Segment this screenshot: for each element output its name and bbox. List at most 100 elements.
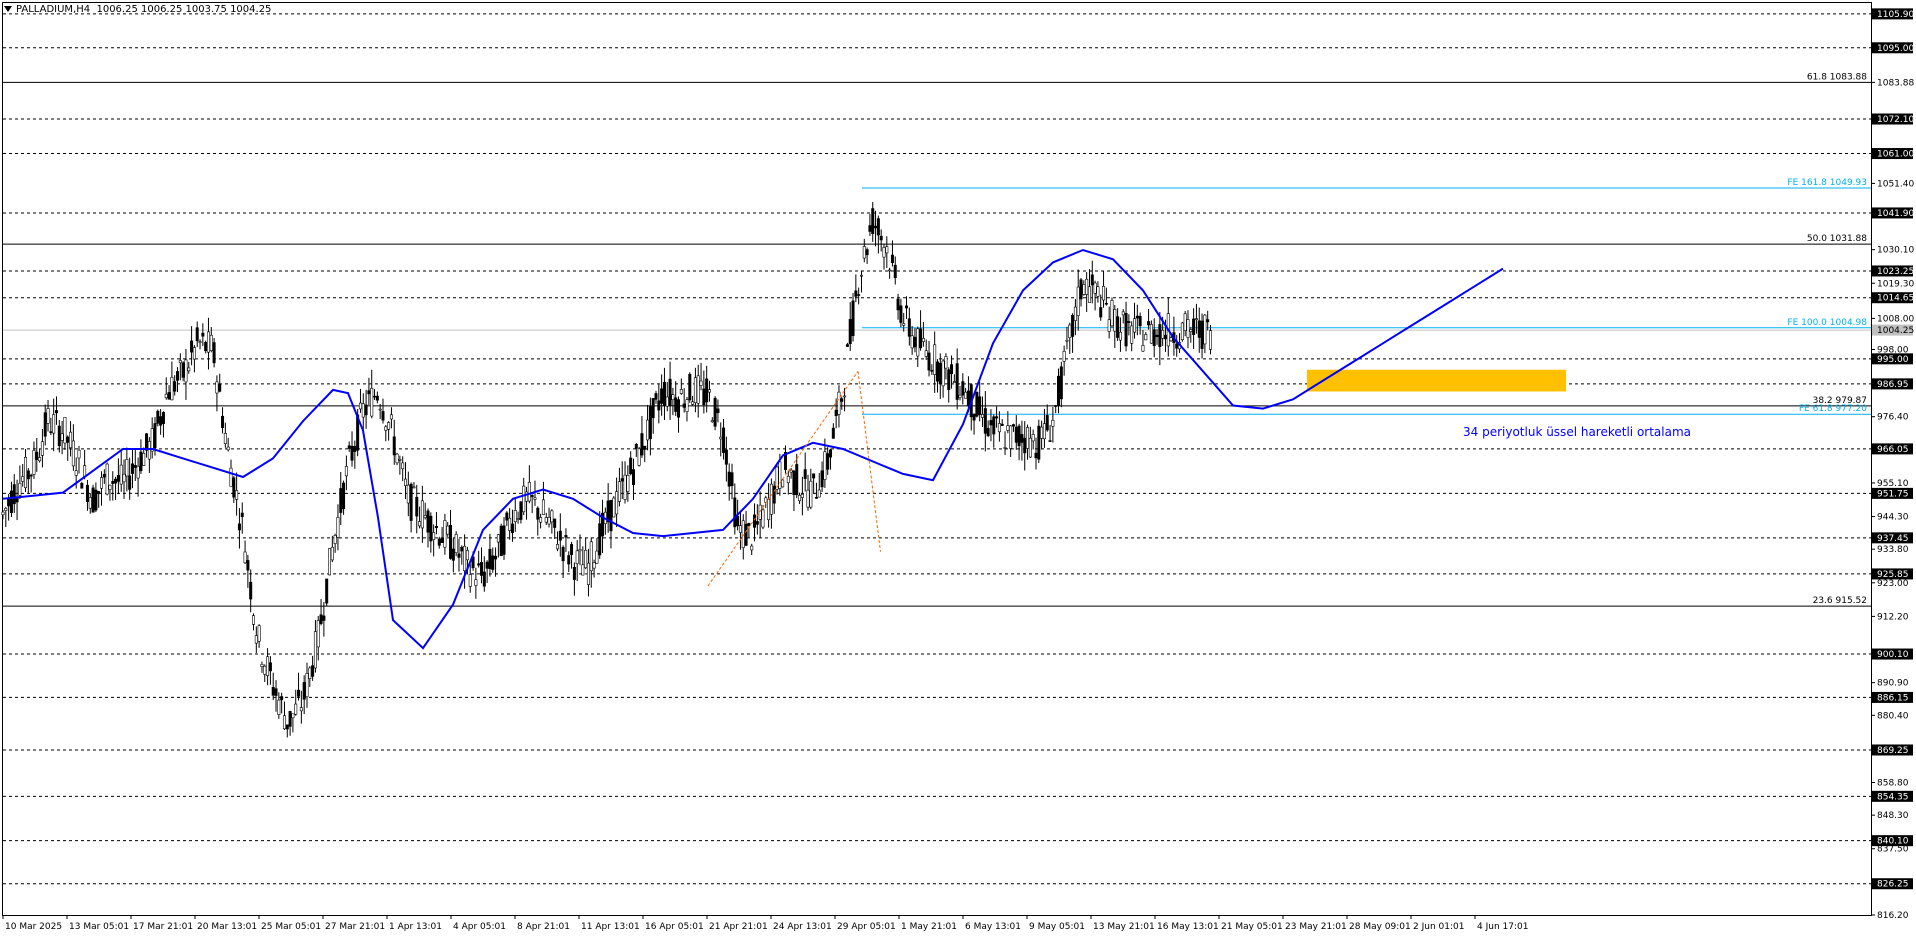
- price-box-label: 995.00: [1877, 355, 1909, 365]
- candle-body: [629, 457, 633, 475]
- candle-body: [57, 425, 61, 447]
- candle-body: [440, 537, 444, 544]
- ema-line: [2, 248, 1504, 650]
- y-tick-label: 1083.88: [1877, 78, 1914, 88]
- candle-body: [69, 431, 73, 448]
- candle-body: [142, 453, 146, 466]
- candle-body: [361, 403, 365, 418]
- candle-body: [792, 470, 796, 495]
- candle-body: [1079, 279, 1083, 300]
- price-box[interactable]: [1872, 835, 1913, 847]
- candle-body: [1189, 329, 1193, 332]
- candle-body: [921, 338, 925, 342]
- price-box[interactable]: [1872, 292, 1913, 304]
- candle-body: [724, 449, 728, 465]
- candle-body: [4, 507, 8, 511]
- candle-body: [94, 489, 98, 511]
- price-box[interactable]: [1872, 568, 1913, 580]
- candle-body: [809, 480, 813, 508]
- time-axis[interactable]: 10 Mar 2025 13 Mar 05:01 17 Mar 21:01 20 Ma…: [2, 915, 1528, 932]
- candle-body: [1152, 329, 1156, 346]
- fib-expansion-label: FE 161.8 1049.93: [1787, 178, 1867, 188]
- candle-body: [184, 359, 188, 383]
- candle-body: [29, 474, 33, 477]
- candle-body: [206, 331, 210, 353]
- price-axis[interactable]: 1095.00 1083.88 1072.10 1061.00 1051.40 1041.…: [1871, 8, 1914, 921]
- candle-body: [297, 689, 301, 697]
- candle-body: [913, 336, 917, 348]
- candle-body: [502, 525, 506, 555]
- candle-body: [311, 665, 315, 677]
- candle-body: [150, 428, 154, 452]
- price-box[interactable]: [1872, 207, 1913, 219]
- candle-body: [353, 446, 357, 452]
- candle-body: [133, 465, 137, 468]
- candle-body: [1161, 329, 1165, 339]
- symbol-name: PALLADIUM,H4: [16, 4, 91, 15]
- candle-body: [1014, 426, 1018, 443]
- candle-body: [871, 208, 875, 234]
- price-box[interactable]: [1872, 113, 1913, 125]
- dropdown-triangle-icon[interactable]: [4, 6, 12, 12]
- price-box[interactable]: [1872, 691, 1913, 703]
- candle-body: [305, 673, 309, 698]
- candle-body: [100, 477, 104, 489]
- candle-body: [328, 548, 332, 576]
- candle-body: [820, 470, 824, 488]
- candle-body: [1113, 309, 1117, 332]
- candle-body: [1127, 321, 1131, 323]
- candle-body: [243, 551, 247, 564]
- candle-body: [412, 486, 416, 489]
- candle-body: [375, 395, 379, 401]
- candle-body: [1037, 425, 1041, 460]
- candle-body: [418, 521, 422, 527]
- price-box[interactable]: [1872, 324, 1913, 336]
- candle-body: [1042, 423, 1046, 440]
- candle-body: [525, 491, 529, 502]
- price-box[interactable]: [1872, 443, 1913, 455]
- price-box[interactable]: [1872, 878, 1913, 890]
- x-tick-label: 9 May 05:01: [1029, 922, 1085, 932]
- candle-body: [834, 409, 838, 416]
- candle-body: [161, 412, 165, 424]
- y-tick-label: 933.80: [1877, 545, 1909, 555]
- price-box[interactable]: [1872, 648, 1913, 660]
- candle-body: [1006, 425, 1010, 431]
- price-box[interactable]: [1872, 265, 1913, 277]
- price-box[interactable]: [1872, 378, 1913, 390]
- price-box[interactable]: [1872, 744, 1913, 756]
- candle-body: [637, 448, 641, 466]
- candle-body: [406, 484, 410, 504]
- price-box[interactable]: [1872, 42, 1913, 54]
- candle-body: [598, 523, 602, 556]
- price-box[interactable]: [1872, 532, 1913, 544]
- candle-body: [1068, 324, 1072, 339]
- x-tick-label: 10 Mar 2025: [5, 922, 62, 932]
- price-box[interactable]: [1872, 8, 1913, 20]
- candle-body: [986, 427, 990, 437]
- price-box[interactable]: [1872, 790, 1913, 802]
- price-box[interactable]: [1872, 353, 1913, 365]
- price-box[interactable]: [1872, 148, 1913, 160]
- candle-body: [91, 487, 95, 513]
- candle-body: [508, 517, 512, 531]
- fib-retracement-label: 23.6 915.52: [1813, 596, 1867, 606]
- candle-body: [111, 480, 115, 484]
- candle-body: [426, 510, 430, 533]
- candle-body: [274, 688, 278, 696]
- candle-body: [122, 473, 126, 483]
- candle-body: [479, 562, 483, 576]
- candle-body: [170, 377, 174, 401]
- price-box[interactable]: [1872, 487, 1913, 499]
- candle-body: [516, 518, 520, 520]
- candle-body: [173, 381, 177, 392]
- candle-body: [933, 344, 937, 375]
- candle-body: [935, 361, 939, 382]
- candle-body: [130, 463, 134, 474]
- candle-body: [350, 445, 354, 461]
- candle-body: [595, 550, 599, 564]
- x-tick-label: 4 Apr 05:01: [453, 922, 506, 932]
- candle-body: [1062, 350, 1066, 362]
